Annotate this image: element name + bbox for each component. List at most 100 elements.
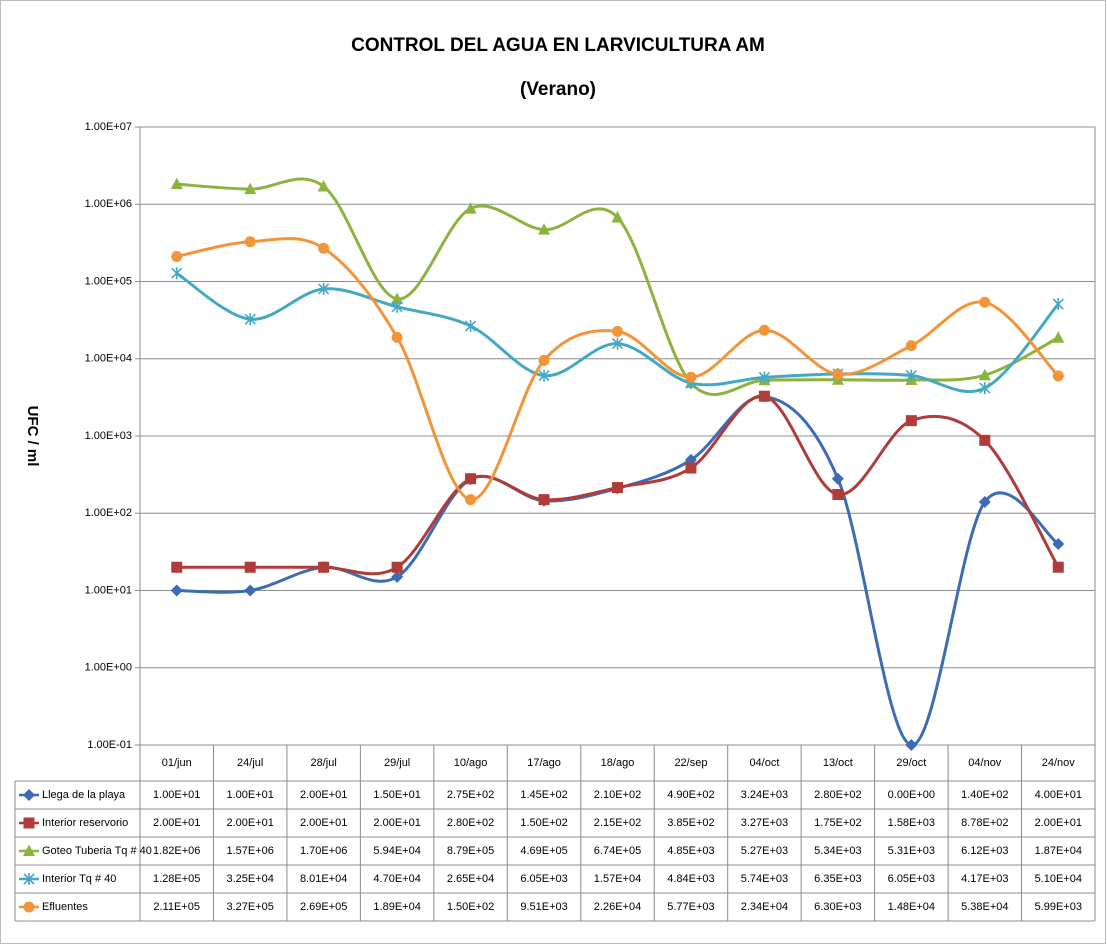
marker <box>391 570 404 583</box>
table-cell: 2.75E+02 <box>447 789 494 801</box>
marker <box>831 472 844 485</box>
marker <box>318 242 330 254</box>
marker <box>685 462 697 474</box>
marker <box>171 250 183 262</box>
marker <box>611 337 624 350</box>
table-cell: 2.00E+01 <box>300 789 347 801</box>
marker <box>979 434 991 446</box>
marker <box>23 873 35 885</box>
marker <box>244 182 257 195</box>
marker <box>465 473 477 485</box>
x-tick-label: 24/nov <box>1042 757 1076 769</box>
table-cell: 2.34E+04 <box>741 901 788 913</box>
y-tick-label: 1.00E+04 <box>85 353 132 365</box>
table-cell: 2.15E+02 <box>594 817 641 829</box>
table-cell: 2.65E+04 <box>447 873 494 885</box>
marker <box>538 223 551 235</box>
table-cell: 2.00E+01 <box>373 817 420 829</box>
table-cell: 1.57E+04 <box>594 873 641 885</box>
table-cell: 6.12E+03 <box>961 845 1008 857</box>
table-cell: 8.78E+02 <box>961 817 1008 829</box>
table-cell: 1.50E+01 <box>373 789 420 801</box>
table-cell: 1.50E+02 <box>520 817 567 829</box>
table-cell: 3.27E+05 <box>226 901 273 913</box>
table-cell: 5.31E+03 <box>888 845 935 857</box>
x-tick-label: 13/oct <box>823 757 853 769</box>
marker <box>538 494 550 506</box>
marker <box>758 324 770 336</box>
marker <box>905 739 918 751</box>
y-tick-label: 1.00E+03 <box>85 430 132 442</box>
table-cell: 4.70E+04 <box>373 873 420 885</box>
marker <box>465 320 477 333</box>
table-cell: 4.69E+05 <box>520 845 567 857</box>
x-tick-label: 22/sep <box>674 757 707 769</box>
marker <box>318 561 330 573</box>
table-cell: 9.51E+03 <box>520 901 567 913</box>
table-cell: 3.25E+04 <box>226 873 273 885</box>
marker <box>391 300 403 313</box>
y-tick-label: 1.00E+05 <box>85 275 132 287</box>
x-tick-label: 17/ago <box>527 757 561 769</box>
marker <box>171 267 183 280</box>
table-cell: 6.05E+03 <box>520 873 567 885</box>
marker <box>832 488 844 500</box>
table-cell: 6.30E+03 <box>814 901 861 913</box>
table-cell: 1.89E+04 <box>373 901 420 913</box>
marker <box>978 368 991 381</box>
x-tick-label: 28/jul <box>311 757 337 769</box>
table-cell: 1.57E+06 <box>226 845 273 857</box>
legend-label: Efluentes <box>42 901 88 913</box>
marker <box>465 494 477 506</box>
table-cell: 6.05E+03 <box>888 873 935 885</box>
marker <box>905 415 917 427</box>
table-cell: 2.00E+01 <box>1035 817 1082 829</box>
marker <box>978 495 991 508</box>
table-cell: 5.38E+04 <box>961 901 1008 913</box>
table-cell: 1.87E+04 <box>1035 845 1082 857</box>
table-cell: 8.01E+04 <box>300 873 347 885</box>
marker <box>244 313 256 326</box>
marker <box>244 561 256 573</box>
marker <box>1052 370 1064 382</box>
marker <box>171 561 183 573</box>
marker <box>23 789 35 801</box>
table-cell: 1.28E+05 <box>153 873 200 885</box>
marker <box>1052 331 1065 343</box>
table-cell: 4.90E+02 <box>667 789 714 801</box>
table-cell: 1.00E+01 <box>153 789 200 801</box>
x-tick-label: 18/ago <box>601 757 635 769</box>
table-cell: 2.00E+01 <box>153 817 200 829</box>
table-cell: 5.74E+03 <box>741 873 788 885</box>
table-cell: 2.80E+02 <box>814 789 861 801</box>
marker <box>464 202 477 214</box>
table-cell: 3.27E+03 <box>741 817 788 829</box>
legend-label: Llega de la playa <box>42 789 126 801</box>
series-line <box>176 395 1060 747</box>
table-cell: 8.79E+05 <box>447 845 494 857</box>
table-cell: 4.17E+03 <box>961 873 1008 885</box>
table-cell: 3.24E+03 <box>741 789 788 801</box>
table-cell: 0.00E+00 <box>888 789 935 801</box>
x-tick-label: 29/oct <box>896 757 926 769</box>
marker <box>611 210 624 223</box>
y-tick-label: 1.00E+00 <box>85 662 132 674</box>
marker <box>244 236 256 248</box>
x-tick-label: 10/ago <box>454 757 488 769</box>
marker <box>905 340 917 352</box>
legend-label: Interior Tq # 40 <box>42 873 116 885</box>
table-cell: 1.50E+02 <box>447 901 494 913</box>
table-cell: 4.00E+01 <box>1035 789 1082 801</box>
table-cell: 1.58E+03 <box>888 817 935 829</box>
marker <box>612 482 623 494</box>
marker <box>170 584 183 597</box>
x-tick-label: 01/jun <box>162 757 192 769</box>
table-cell: 2.80E+02 <box>447 817 494 829</box>
series-line <box>176 177 1059 396</box>
table-cell: 5.94E+04 <box>373 845 420 857</box>
marker <box>979 296 991 308</box>
table-cell: 1.82E+06 <box>153 845 200 857</box>
table-cell: 2.00E+01 <box>300 817 347 829</box>
